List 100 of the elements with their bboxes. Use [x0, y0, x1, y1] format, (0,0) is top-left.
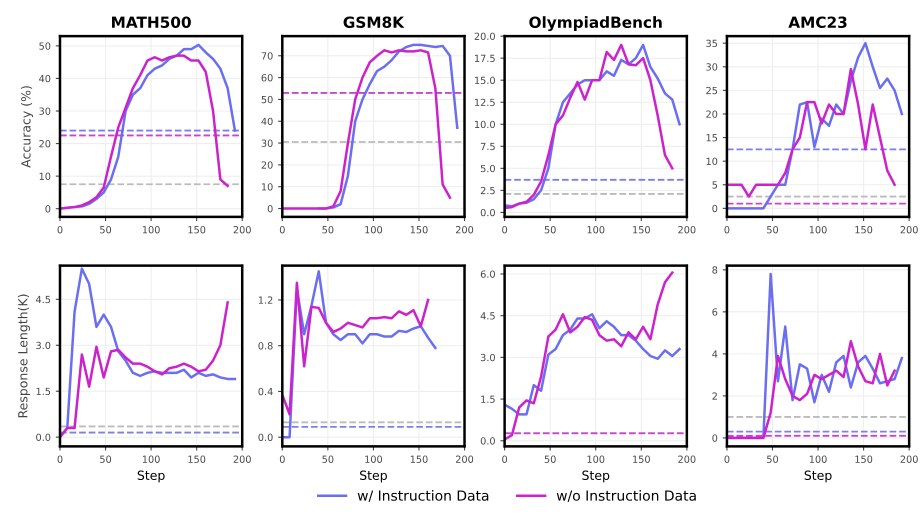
y-tick-label: 2.5 — [480, 186, 495, 194]
x-tick-label: 0 — [502, 456, 508, 463]
x-tick-label: 200 — [678, 226, 696, 234]
chart-title: OlympiadBench — [529, 16, 662, 32]
x-axis-title: Step — [582, 470, 610, 482]
y-tick-label: 25 — [706, 86, 718, 94]
y-tick-label: 0.8 — [258, 342, 273, 350]
y-tick-label: 30 — [706, 63, 718, 71]
x-tick-label: 150 — [410, 456, 428, 463]
legend-label: w/ Instruction Data — [358, 490, 488, 502]
y-tick-label: 20.0 — [474, 32, 495, 40]
y-tick-label: 6 — [712, 308, 718, 316]
x-tick-label: 150 — [633, 226, 650, 234]
x-tick-label: 50 — [100, 456, 112, 463]
y-tick-label: 8 — [712, 266, 718, 274]
y-tick-label: 50 — [39, 42, 50, 50]
x-tick-label: 150 — [855, 456, 872, 463]
x-tick-label: 0 — [280, 226, 285, 234]
y-tick-label: 10.0 — [475, 120, 495, 128]
x-tick-label: 100 — [810, 226, 827, 234]
y-tick-label: 4.5 — [36, 296, 50, 304]
y-tick-label: 35 — [706, 40, 718, 48]
x-tick-label: 200 — [900, 226, 918, 234]
x-tick-label: 150 — [188, 456, 206, 463]
y-tick-label: 0 — [712, 204, 718, 212]
y-tick-label: 4 — [712, 350, 718, 358]
y-tick-label: 0.0 — [36, 434, 50, 441]
y-tick-label: 0.0 — [480, 208, 495, 216]
x-tick-label: 50 — [100, 226, 112, 234]
x-tick-label: 0 — [58, 456, 62, 463]
x-tick-label: 0 — [280, 456, 285, 463]
y-tick-label: 0.0 — [480, 437, 495, 445]
y-tick-label: 1.5 — [36, 388, 50, 396]
x-tick-label: 0 — [502, 226, 508, 234]
y-tick-label: 10 — [706, 158, 718, 165]
x-tick-label: 150 — [633, 456, 650, 463]
y-tick-label: 10 — [262, 183, 273, 191]
x-tick-label: 150 — [188, 226, 206, 234]
y-axis-title: Accuracy (%) — [20, 86, 34, 168]
y-tick-label: 0.0 — [258, 434, 273, 442]
y-tick-label: 17.5 — [475, 54, 495, 62]
x-axis-title: Step — [138, 470, 165, 482]
x-tick-label: 100 — [365, 456, 382, 463]
y-tick-label: 3.0 — [480, 354, 495, 362]
y-tick-label: 50 — [262, 96, 273, 104]
x-axis-title: Step — [360, 470, 387, 482]
y-tick-label: 15.0 — [475, 76, 495, 84]
y-tick-label: 12.5 — [475, 98, 495, 106]
x-tick-label: 100 — [588, 226, 604, 234]
x-tick-label: 100 — [810, 456, 827, 463]
x-axis-title: Step — [804, 470, 832, 482]
y-tick-label: 0.4 — [258, 388, 273, 396]
y-tick-label: 30 — [262, 140, 273, 147]
y-tick-label: 20 — [39, 140, 50, 148]
y-tick-label: 7.5 — [480, 142, 495, 150]
x-tick-label: 0 — [724, 456, 730, 463]
y-tick-label: 70 — [262, 52, 273, 60]
y-tick-label: 1.2 — [258, 296, 272, 304]
x-tick-label: 200 — [234, 456, 251, 463]
x-tick-label: 150 — [410, 226, 428, 234]
y-axis-title: Response Length(K) — [18, 294, 30, 418]
y-tick-label: 5 — [712, 181, 718, 189]
y-tick-label: 2 — [712, 392, 717, 400]
x-tick-label: 200 — [234, 226, 251, 234]
y-tick-label: 10 — [40, 172, 50, 180]
x-tick-label: 150 — [855, 226, 872, 234]
y-tick-label: 3.0 — [36, 342, 50, 350]
y-tick-label: 6.0 — [480, 270, 495, 278]
x-tick-label: 50 — [322, 226, 334, 234]
y-tick-label: 20 — [706, 110, 718, 118]
y-tick-label: 15 — [706, 134, 718, 142]
x-tick-label: 50 — [544, 226, 556, 234]
chart-title: AMC23 — [788, 16, 847, 28]
y-tick-label: 4.5 — [480, 312, 495, 320]
x-tick-label: 200 — [678, 456, 696, 463]
x-tick-label: 100 — [365, 226, 382, 234]
x-tick-label: 0 — [58, 226, 62, 234]
y-tick-label: 0 — [712, 434, 718, 442]
x-tick-label: 200 — [900, 456, 918, 463]
x-tick-label: 50 — [767, 456, 778, 463]
x-tick-label: 0 — [724, 226, 730, 234]
y-tick-label: 60 — [262, 74, 273, 82]
y-tick-label: 0 — [45, 205, 50, 213]
x-tick-label: 50 — [767, 226, 778, 234]
x-tick-label: 50 — [322, 456, 334, 463]
y-tick-label: 0 — [268, 205, 273, 212]
chart-title: MATH500 — [112, 16, 191, 28]
y-tick-label: 1.5 — [481, 396, 495, 403]
x-tick-label: 200 — [456, 226, 474, 234]
y-tick-label: 30 — [39, 107, 50, 115]
chart-title: GSM8K — [344, 16, 404, 28]
y-tick-label: 5.0 — [480, 164, 495, 172]
y-tick-label: 20 — [262, 161, 273, 169]
x-tick-label: 100 — [588, 456, 604, 463]
x-tick-label: 50 — [544, 456, 556, 463]
y-tick-label: 40 — [39, 74, 50, 82]
legend-label: w/o Instruction Data — [556, 490, 696, 502]
x-tick-label: 100 — [142, 226, 160, 234]
x-tick-label: 100 — [142, 456, 160, 463]
y-tick-label: 40 — [261, 118, 273, 126]
